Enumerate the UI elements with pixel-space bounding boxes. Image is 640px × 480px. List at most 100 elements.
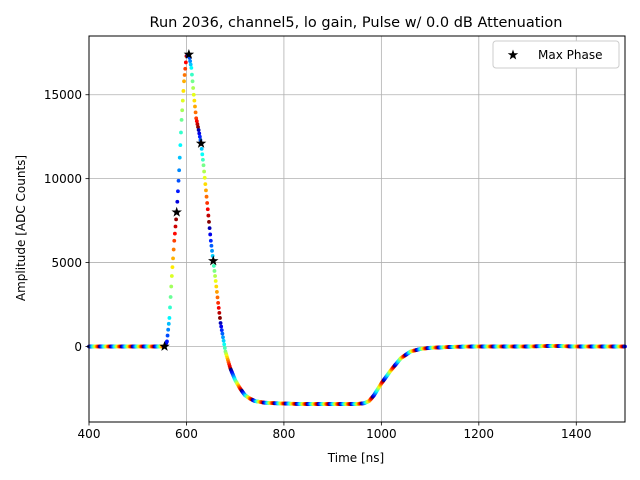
data-point bbox=[200, 152, 205, 157]
data-point bbox=[165, 339, 169, 344]
x-axis-label: Time [ns] bbox=[327, 451, 384, 465]
data-point bbox=[191, 92, 196, 97]
legend: Max Phase bbox=[492, 40, 620, 69]
data-point bbox=[171, 256, 175, 261]
data-point bbox=[175, 199, 180, 204]
data-point bbox=[177, 155, 182, 160]
data-point bbox=[181, 89, 186, 93]
data-point bbox=[183, 66, 188, 71]
data-point bbox=[202, 169, 207, 174]
data-point bbox=[221, 338, 226, 343]
y-tick-label: 10000 bbox=[44, 172, 82, 186]
data-point bbox=[165, 333, 170, 338]
data-point bbox=[215, 295, 220, 300]
data-point bbox=[189, 65, 194, 70]
y-tick-label: 0 bbox=[74, 340, 82, 354]
data-point bbox=[204, 194, 209, 199]
data-point bbox=[206, 213, 211, 218]
data-point bbox=[208, 238, 213, 243]
data-point bbox=[194, 119, 199, 124]
data-point bbox=[216, 300, 221, 305]
data-point bbox=[179, 118, 184, 122]
data-point bbox=[205, 207, 210, 212]
data-point bbox=[209, 243, 214, 248]
data-point bbox=[215, 290, 219, 294]
data-point bbox=[173, 224, 178, 229]
data-point bbox=[207, 219, 211, 224]
legend-label-max-phase: Max Phase bbox=[538, 48, 602, 62]
data-point bbox=[213, 279, 218, 283]
x-tick-label: 800 bbox=[272, 427, 295, 441]
data-point bbox=[192, 98, 197, 103]
axis-ticks: 400 600 800 1000 1200 1400 0 5000 10000 15000 bbox=[44, 88, 592, 441]
data-point bbox=[197, 131, 202, 136]
data-point bbox=[217, 311, 222, 315]
data-point bbox=[196, 125, 200, 129]
data-point bbox=[182, 79, 186, 84]
data-point bbox=[182, 73, 187, 77]
max-phase-marker bbox=[159, 340, 170, 351]
y-tick-label: 5000 bbox=[51, 256, 82, 270]
max-phase-marker bbox=[208, 255, 219, 266]
data-point bbox=[221, 335, 225, 340]
data-point bbox=[168, 305, 172, 310]
x-tick-label: 400 bbox=[78, 427, 101, 441]
data-point bbox=[203, 182, 208, 187]
grid-lines bbox=[88, 36, 625, 422]
data-point bbox=[174, 217, 179, 222]
y-tick-label: 15000 bbox=[44, 88, 82, 102]
data-point bbox=[207, 226, 212, 231]
data-point bbox=[188, 62, 193, 67]
legend-box bbox=[492, 40, 620, 69]
data-point bbox=[218, 316, 222, 320]
data-point bbox=[194, 116, 199, 121]
data-point bbox=[170, 265, 175, 270]
data-point bbox=[167, 316, 172, 320]
data-point bbox=[210, 248, 214, 253]
data-point bbox=[219, 328, 224, 333]
data-point bbox=[212, 269, 217, 273]
data-point bbox=[178, 143, 183, 147]
x-tick-label: 600 bbox=[175, 427, 198, 441]
data-point bbox=[177, 168, 182, 173]
data-point bbox=[220, 331, 225, 336]
data-point bbox=[169, 284, 174, 289]
data-point bbox=[190, 72, 194, 77]
data-point bbox=[199, 146, 204, 151]
data-point bbox=[193, 110, 198, 115]
data-point bbox=[179, 130, 183, 135]
x-tick-label: 1400 bbox=[561, 427, 592, 441]
data-point bbox=[180, 98, 185, 103]
data-point bbox=[218, 321, 223, 325]
data-point bbox=[214, 284, 219, 289]
data-point bbox=[176, 178, 181, 183]
data-point bbox=[188, 59, 193, 64]
data-point bbox=[191, 86, 196, 90]
data-point bbox=[195, 122, 200, 127]
data-point bbox=[166, 327, 171, 332]
data-point bbox=[222, 346, 227, 350]
data-point bbox=[183, 60, 188, 65]
data-point bbox=[204, 188, 208, 193]
data-point bbox=[201, 163, 206, 168]
data-point bbox=[208, 232, 213, 237]
max-phase-marker bbox=[183, 48, 195, 59]
data-point bbox=[197, 134, 202, 139]
data-point bbox=[193, 104, 197, 109]
data-point bbox=[213, 274, 217, 278]
chart-title: Run 2036, channel5, lo gain, Pulse w/ 0.… bbox=[150, 15, 563, 31]
y-axis-label: Amplitude [ADC Counts] bbox=[14, 155, 28, 301]
max-phase-markers bbox=[159, 48, 219, 351]
data-point bbox=[169, 274, 174, 278]
data-point bbox=[190, 79, 195, 84]
data-point bbox=[216, 305, 221, 310]
data-point bbox=[172, 231, 177, 236]
data-point bbox=[211, 264, 216, 268]
x-tick-label: 1000 bbox=[366, 427, 397, 441]
data-point bbox=[219, 324, 224, 329]
legend-star-icon bbox=[507, 49, 519, 60]
data-point bbox=[168, 295, 173, 299]
data-point bbox=[176, 189, 180, 194]
